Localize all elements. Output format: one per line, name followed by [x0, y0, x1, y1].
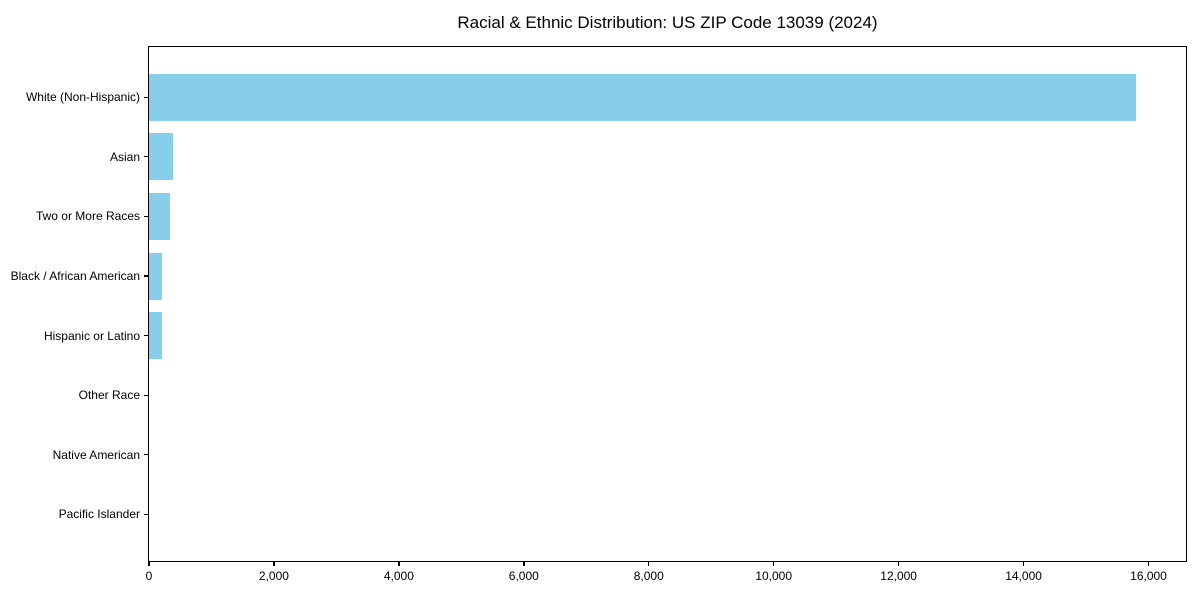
bar: [149, 192, 170, 240]
x-tick-mark: [772, 562, 775, 566]
x-tick-mark: [1022, 562, 1025, 566]
x-tick-label: 12,000: [880, 569, 917, 583]
bar: [149, 133, 174, 181]
y-tick-mark: [144, 394, 148, 396]
x-tick-label: 10,000: [755, 569, 793, 583]
x-tick-label: 4,000: [383, 569, 414, 583]
bar: [149, 73, 1137, 121]
x-tick-label: 14,000: [1005, 569, 1042, 583]
y-tick-mark: [144, 334, 148, 337]
x-tick-label: 8,000: [633, 569, 664, 583]
y-axis-category-label: Pacific Islander: [58, 507, 140, 522]
y-axis-category-label: Hispanic or Latino: [43, 328, 140, 343]
y-axis-category-label: Other Race: [78, 388, 140, 403]
x-tick-label: 2,000: [258, 569, 289, 583]
x-tick-mark: [523, 562, 525, 566]
x-tick-label: 16,000: [1130, 569, 1167, 583]
y-axis-category-label: Native American: [52, 447, 140, 462]
y-tick-mark: [144, 513, 148, 516]
x-tick-mark: [1147, 562, 1150, 566]
x-tick-mark: [648, 562, 650, 566]
x-tick-label: 0: [145, 569, 153, 583]
x-tick-label: 6,000: [508, 569, 539, 583]
x-tick-mark: [897, 562, 900, 566]
bar: [149, 312, 163, 360]
y-tick-mark: [144, 215, 148, 218]
y-axis-category-label: Black / African American: [10, 269, 140, 283]
x-tick-mark: [148, 562, 150, 566]
y-tick-mark: [144, 96, 148, 98]
y-tick-mark: [144, 275, 148, 277]
y-axis-category-label: White (Non-Hispanic): [25, 90, 140, 105]
chart-title: Racial & Ethnic Distribution: US ZIP Cod…: [457, 13, 878, 32]
y-tick-mark: [144, 156, 148, 158]
y-tick-mark: [144, 454, 148, 456]
x-tick-mark: [398, 562, 400, 566]
x-tick-mark: [273, 562, 275, 566]
y-axis-category-label: Two or More Races: [35, 209, 140, 224]
bar: [149, 252, 163, 300]
plot-area: White (Non-Hispanic) Asian Two or More Rac…: [11, 46, 1187, 583]
y-axis-category-label: Asian: [109, 149, 140, 164]
